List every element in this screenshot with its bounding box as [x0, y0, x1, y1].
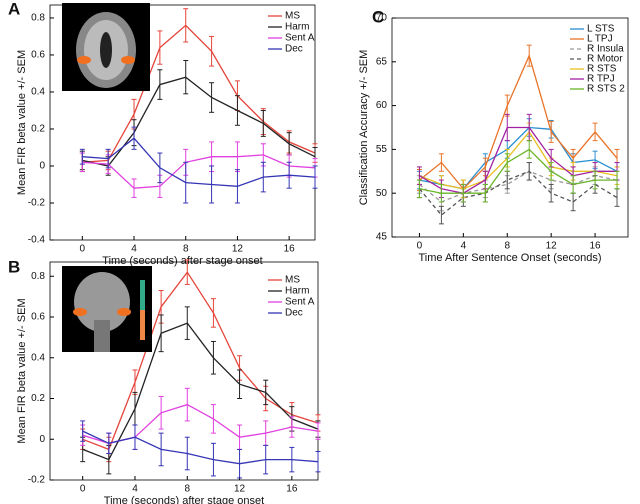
y-tick-label: 0.6 — [31, 312, 45, 323]
x-axis-label: Time After Sentence Onset (seconds) — [418, 252, 601, 264]
series-line — [419, 148, 617, 194]
y-tick-label: 50 — [376, 188, 388, 199]
y-tick-label: 0.2 — [31, 393, 45, 404]
y-tick-label: -0.4 — [28, 235, 46, 246]
brain-image-b — [62, 266, 152, 352]
y-tick-label: 65 — [376, 56, 388, 67]
series-line — [82, 76, 316, 167]
x-tick-label: 12 — [232, 244, 244, 255]
y-tick-label: 0 — [39, 434, 45, 445]
legend-label: Dec — [285, 308, 303, 319]
series-line — [82, 322, 319, 461]
legend-label: Harm — [285, 286, 309, 297]
legend-label: R STS 2 — [587, 84, 625, 95]
panel-label: C — [372, 7, 384, 26]
y-tick-label: 45 — [376, 232, 388, 243]
legend-label: R Insula — [587, 44, 624, 55]
x-tick-label: 0 — [80, 484, 86, 495]
legend-label: MS — [285, 275, 300, 286]
x-tick-label: 8 — [504, 241, 510, 252]
x-tick-label: 4 — [132, 484, 138, 495]
series-line — [82, 137, 316, 187]
y-axis-label: Mean FIR beta value +/- SEM — [16, 298, 28, 443]
error-bar — [504, 170, 510, 190]
y-axis-label: Classification Accuracy +/- SEM — [358, 50, 370, 206]
series-line — [419, 130, 618, 190]
series-line — [82, 24, 316, 163]
series-line — [82, 430, 319, 465]
plot-frame — [49, 4, 316, 241]
x-tick-label: 12 — [546, 241, 558, 252]
plot-frame — [391, 17, 629, 238]
y-tick-label: -0.2 — [28, 475, 46, 486]
legend-label: L STS — [587, 24, 615, 35]
y-tick-label: 0.2 — [31, 124, 45, 135]
legend-label: Sent A — [285, 297, 315, 308]
error-bar — [614, 170, 620, 190]
x-axis-label: Time (seconds) after stage onset — [104, 495, 264, 504]
legend-label: R Motor — [587, 54, 623, 65]
legend-label: R TPJ — [587, 74, 615, 85]
series-line — [82, 271, 319, 451]
plot-frame — [49, 261, 319, 481]
error-bar — [438, 205, 444, 225]
y-tick-label: 70 — [376, 13, 388, 24]
x-tick-label: 16 — [590, 241, 602, 252]
legend-label: R STS — [587, 64, 617, 75]
legend-label: Sent A — [285, 33, 315, 44]
x-tick-label: 8 — [184, 484, 190, 495]
x-tick-label: 0 — [417, 241, 423, 252]
x-axis-label: Time (seconds) after stage onset — [102, 255, 262, 267]
y-tick-label: -0.2 — [28, 198, 46, 209]
y-tick-label: 0 — [39, 161, 45, 172]
x-tick-label: 16 — [286, 484, 298, 495]
series-line — [418, 53, 618, 190]
series-line — [418, 170, 618, 217]
x-tick-label: 0 — [80, 244, 86, 255]
error-bar — [614, 188, 620, 207]
legend-label: L TPJ — [587, 34, 613, 45]
legend-label: Dec — [285, 44, 303, 55]
x-tick-label: 4 — [461, 241, 467, 252]
y-axis-label: Mean FIR beta value +/- SEM — [16, 50, 28, 195]
series-line — [82, 154, 316, 189]
series-line — [419, 126, 617, 194]
y-tick-label: 0.4 — [31, 87, 45, 98]
panel-label: A — [8, 0, 20, 18]
x-tick-label: 4 — [131, 244, 137, 255]
legend-label: Harm — [285, 22, 309, 33]
y-tick-label: 60 — [376, 100, 388, 111]
error-bar — [80, 420, 86, 442]
panel-label: B — [8, 257, 20, 276]
series-line — [419, 126, 618, 190]
y-tick-label: 0.6 — [31, 50, 45, 61]
error-bar — [315, 422, 321, 440]
y-tick-label: 0.8 — [31, 13, 45, 24]
brain-image-a — [62, 3, 150, 91]
y-tick-label: 0.8 — [31, 271, 45, 282]
y-tick-label: 0.4 — [31, 352, 45, 363]
x-tick-label: 8 — [183, 244, 189, 255]
error-bar — [570, 192, 576, 212]
legend-label: MS — [285, 11, 300, 22]
x-tick-label: 12 — [234, 484, 246, 495]
y-tick-label: 55 — [376, 144, 388, 155]
x-tick-label: 16 — [284, 244, 296, 255]
